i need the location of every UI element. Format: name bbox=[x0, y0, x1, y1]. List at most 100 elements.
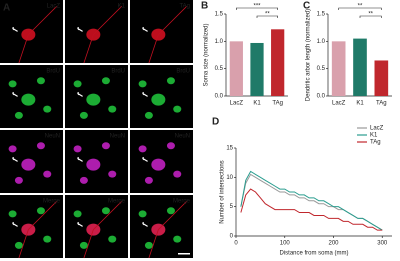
image-label: BrdU bbox=[111, 69, 125, 75]
cell bbox=[166, 142, 175, 150]
neurite bbox=[18, 6, 57, 64]
image-label: K1 bbox=[118, 4, 126, 10]
arrow bbox=[77, 26, 83, 32]
y-tick-label: 0.5 bbox=[317, 66, 326, 72]
image-label: BrdU bbox=[46, 69, 60, 75]
y-tick-label: 0.5 bbox=[215, 66, 224, 72]
sig-label: ** bbox=[265, 12, 270, 18]
bar bbox=[331, 41, 346, 96]
bar bbox=[250, 42, 264, 96]
cell bbox=[43, 235, 52, 243]
legend-label: TAg bbox=[370, 140, 381, 146]
series-line bbox=[240, 173, 383, 231]
cell bbox=[8, 210, 17, 218]
x-tick-label: 300 bbox=[377, 241, 388, 247]
y-tick-label: 0.0 bbox=[317, 94, 326, 100]
cell bbox=[151, 93, 166, 106]
image-label: BrdU bbox=[176, 69, 190, 75]
cell bbox=[73, 80, 82, 88]
image-label: NeuN bbox=[45, 134, 60, 140]
cell bbox=[138, 80, 147, 88]
cell bbox=[101, 207, 110, 215]
cell bbox=[173, 170, 182, 178]
y-axis-title: Number of intersections bbox=[220, 160, 226, 223]
cell bbox=[101, 77, 110, 85]
x-axis-title: Distance from soma (mm) bbox=[279, 251, 348, 257]
sig-bracket bbox=[256, 15, 278, 18]
sig-bracket bbox=[338, 7, 382, 10]
cell bbox=[73, 145, 82, 153]
image-label: NeuN bbox=[110, 134, 125, 140]
sig-bracket bbox=[236, 7, 278, 10]
x-tick-label: 200 bbox=[328, 241, 339, 247]
y-tick-label: 0 bbox=[230, 234, 234, 240]
sig-bracket bbox=[359, 15, 382, 18]
cell bbox=[144, 111, 153, 119]
cell bbox=[173, 105, 182, 113]
sig-label: ** bbox=[358, 4, 363, 10]
y-axis-title: Dendritic arbor length (normalized) bbox=[306, 9, 312, 101]
cell bbox=[14, 111, 23, 119]
cell bbox=[138, 145, 147, 153]
arrow bbox=[142, 156, 148, 162]
cell bbox=[36, 142, 45, 150]
sig-label: *** bbox=[253, 4, 261, 10]
cell bbox=[36, 207, 45, 215]
cell bbox=[144, 176, 153, 184]
cell bbox=[138, 210, 147, 218]
cell bbox=[21, 93, 36, 106]
cell bbox=[14, 176, 23, 184]
cell bbox=[43, 170, 52, 178]
panel-letter: C bbox=[303, 1, 310, 12]
series-line bbox=[240, 170, 383, 231]
arrow bbox=[12, 26, 18, 32]
y-tick-label: 1.0 bbox=[317, 39, 326, 45]
cell bbox=[8, 80, 17, 88]
panel-letter: A bbox=[3, 3, 10, 14]
arrow bbox=[12, 221, 18, 227]
x-tick-label: K1 bbox=[356, 101, 364, 107]
arrow bbox=[142, 91, 148, 97]
legend-label: LacZ bbox=[370, 126, 384, 132]
arrow bbox=[77, 156, 83, 162]
x-tick-label: 100 bbox=[280, 241, 291, 247]
neurite bbox=[83, 201, 122, 259]
bar bbox=[271, 29, 285, 96]
sig-label: ** bbox=[368, 12, 373, 18]
y-tick-label: 1.5 bbox=[317, 12, 326, 18]
image-label: NeuN bbox=[175, 134, 190, 140]
cell bbox=[79, 176, 88, 184]
neurite bbox=[83, 6, 122, 64]
image-label: Merge bbox=[173, 199, 191, 205]
image-label: TAg bbox=[179, 4, 190, 10]
y-tick-label: 1.0 bbox=[215, 39, 224, 45]
neurite bbox=[148, 201, 187, 259]
x-tick-label: K1 bbox=[253, 101, 261, 107]
x-tick-label: LacZ bbox=[332, 101, 346, 107]
cell bbox=[8, 145, 17, 153]
cell bbox=[151, 158, 166, 171]
panel-letter: B bbox=[201, 1, 208, 12]
y-tick-label: 5 bbox=[230, 204, 234, 210]
arrow bbox=[77, 221, 83, 227]
cell bbox=[144, 241, 153, 249]
cell bbox=[166, 77, 175, 85]
x-tick-label: 0 bbox=[234, 241, 238, 247]
cell bbox=[108, 235, 117, 243]
neurite bbox=[148, 6, 187, 64]
y-tick-label: 1.5 bbox=[215, 12, 224, 18]
series-line bbox=[240, 188, 383, 231]
neurite bbox=[18, 201, 57, 259]
x-tick-label: TAg bbox=[376, 101, 387, 107]
cell bbox=[166, 207, 175, 215]
y-tick-label: 15 bbox=[226, 146, 233, 152]
cell bbox=[173, 235, 182, 243]
arrow bbox=[12, 91, 18, 97]
cell bbox=[36, 77, 45, 85]
cell bbox=[101, 142, 110, 150]
y-tick-label: 0.0 bbox=[215, 94, 224, 100]
arrow bbox=[142, 26, 148, 32]
y-tick-label: 10 bbox=[226, 175, 233, 181]
cell bbox=[43, 105, 52, 113]
